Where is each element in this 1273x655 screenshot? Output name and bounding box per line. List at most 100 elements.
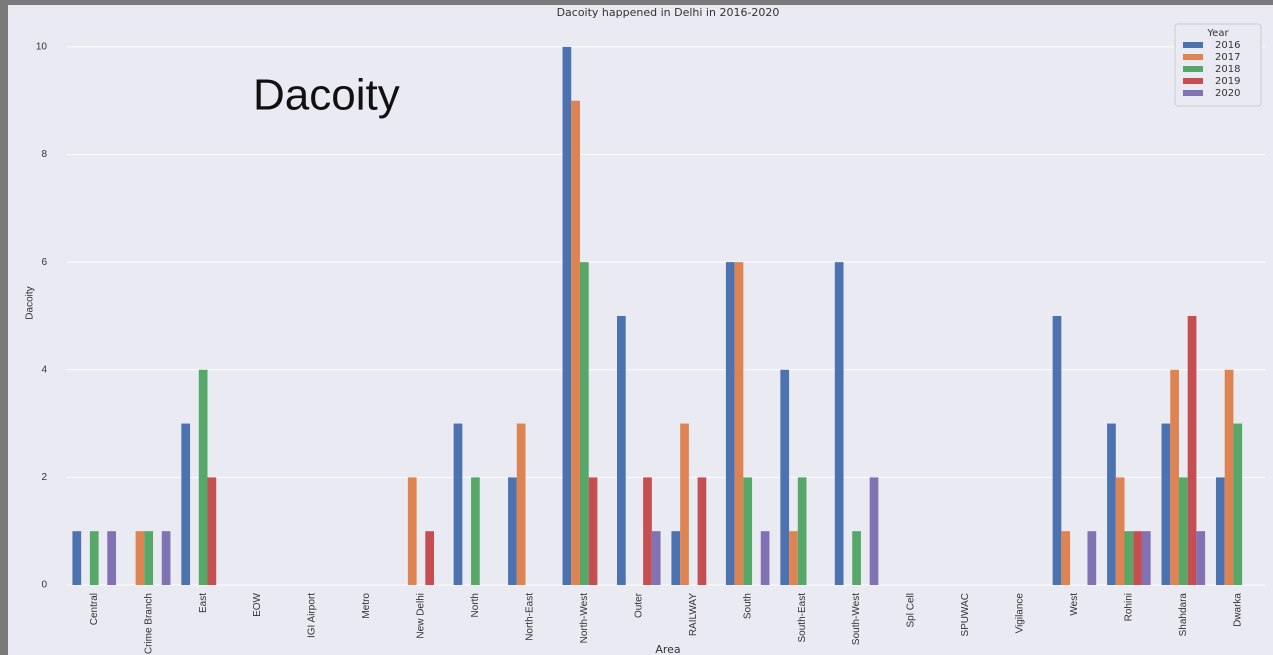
bar (588, 477, 598, 585)
bar (471, 477, 480, 585)
bar (571, 100, 580, 585)
x-tick-label: West (1069, 593, 1080, 616)
annotation: Dacoity (253, 71, 400, 120)
x-tick-label: Shahdara (1178, 593, 1189, 637)
bar (1133, 531, 1142, 585)
bar (643, 477, 652, 585)
chart-title: Dacoity happened in Delhi in 2016-2020 (557, 6, 780, 19)
x-tick-label: South-West (851, 593, 862, 645)
y-tick-label: 4 (41, 364, 47, 375)
bar (198, 369, 208, 585)
legend-swatch (1183, 90, 1203, 96)
bar (1115, 477, 1125, 585)
bar (579, 262, 589, 585)
bar (425, 531, 435, 585)
y-tick-label: 2 (41, 472, 47, 483)
bar (72, 531, 82, 585)
bar (1178, 477, 1188, 585)
bar (789, 531, 798, 585)
legend-swatch (1183, 66, 1203, 72)
bar (1087, 531, 1097, 585)
y-tick-label: 6 (41, 257, 47, 268)
bar (1052, 315, 1062, 585)
bar (107, 531, 117, 585)
x-axis-label: Area (655, 643, 680, 655)
y-tick-label: 10 (36, 42, 48, 53)
x-tick-label: East (198, 593, 209, 613)
bar (1196, 531, 1206, 585)
bar (1170, 369, 1179, 585)
x-tick-label: Vigilance (1015, 593, 1026, 634)
x-tick-label: North-West (579, 593, 590, 644)
bar (760, 531, 770, 585)
bar (89, 531, 99, 585)
legend-label: 2018 (1215, 64, 1240, 75)
x-tick-label: Outer (633, 592, 644, 618)
bar (1224, 369, 1234, 585)
bar (1233, 423, 1243, 585)
x-tick-label: EOW (252, 592, 263, 616)
x-tick-label: South (742, 593, 753, 619)
x-tick-label: SPUWAC (960, 593, 971, 637)
bar (161, 531, 171, 585)
bar (1187, 315, 1197, 585)
bar (1141, 531, 1151, 585)
x-tick-label: Central (89, 593, 100, 625)
y-tick-label: 0 (41, 580, 47, 591)
bar (680, 423, 689, 585)
bar (207, 477, 217, 585)
bar (743, 477, 753, 585)
bar (407, 477, 417, 585)
x-tick-label: Spl Cell (906, 593, 917, 627)
bar (181, 423, 191, 585)
x-tick-label: Crime Branch (143, 593, 154, 654)
bar (834, 262, 844, 585)
bar (1215, 477, 1225, 585)
x-tick-label: North-East (525, 593, 536, 641)
legend-swatch (1183, 54, 1203, 60)
legend-swatch (1183, 42, 1203, 48)
legend-label: 2016 (1215, 40, 1240, 51)
x-tick-label: North (470, 593, 481, 617)
bar (797, 477, 807, 585)
x-tick-label: New Delhi (416, 593, 427, 639)
legend-label: 2017 (1215, 52, 1240, 63)
bar (852, 531, 861, 585)
bar (1124, 531, 1134, 585)
bar (1061, 531, 1071, 585)
frame (0, 0, 1273, 5)
bar (725, 262, 735, 585)
y-axis-label: Dacoity (25, 286, 36, 319)
x-tick-label: IGI Airport (307, 593, 318, 638)
bar (651, 531, 661, 585)
x-tick-label: South-East (797, 593, 808, 643)
bar (734, 262, 744, 585)
bar (1161, 423, 1171, 585)
bar (671, 531, 681, 585)
figure-background (0, 5, 1273, 655)
x-tick-label: Rohini (1124, 593, 1135, 621)
x-tick-label: Metro (361, 593, 372, 619)
frame (0, 0, 8, 655)
bar (508, 477, 517, 585)
bar (562, 46, 572, 585)
bar (697, 477, 707, 585)
bar (1107, 423, 1116, 585)
bar (144, 531, 154, 585)
y-tick-label: 8 (41, 149, 47, 160)
x-tick-label: Dwarka (1232, 593, 1243, 627)
x-tick-label: RAILWAY (688, 593, 699, 636)
legend-label: 2019 (1215, 76, 1240, 87)
legend-title: Year (1206, 28, 1229, 39)
legend-swatch (1183, 78, 1203, 84)
legend-label: 2020 (1215, 88, 1240, 99)
bar (135, 531, 145, 585)
bar (616, 315, 626, 585)
bar (516, 423, 526, 585)
bar (780, 369, 790, 585)
bar (869, 477, 879, 585)
bar (453, 423, 463, 585)
